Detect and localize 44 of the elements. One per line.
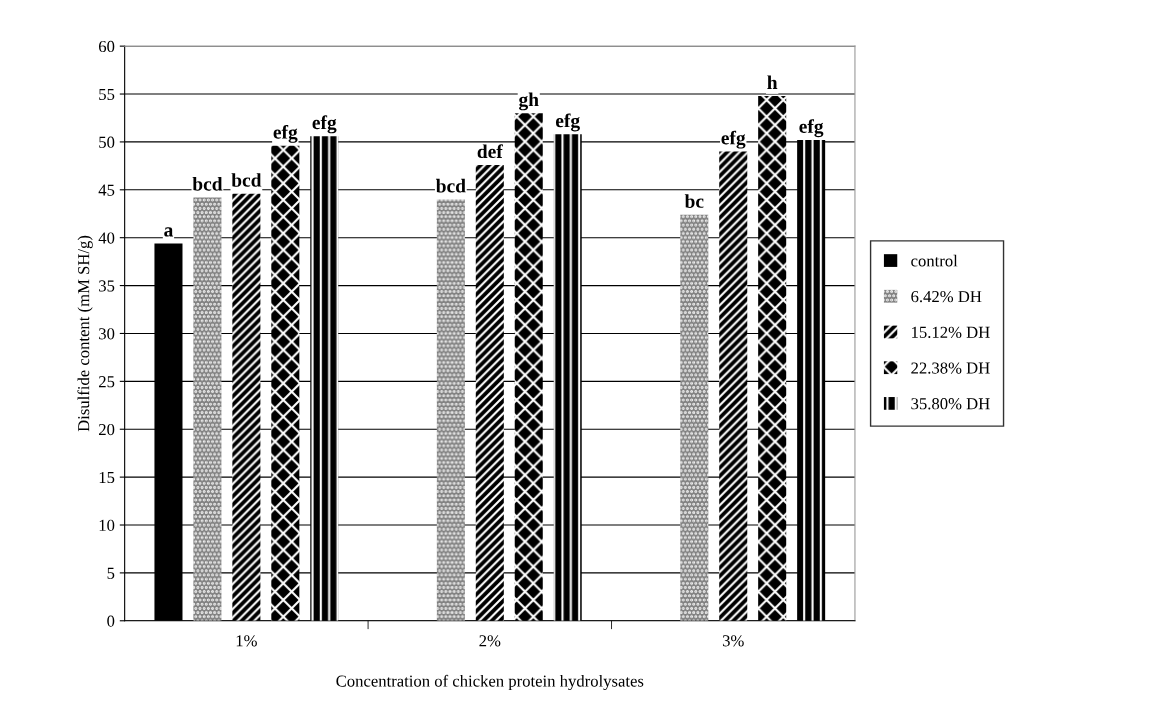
data-label: efg [312, 115, 337, 134]
bar [553, 134, 582, 621]
data-label: bcd [435, 178, 466, 193]
data-label: efg [555, 113, 580, 132]
data-label: efg [721, 130, 746, 149]
x-tick-label: 2% [479, 635, 501, 647]
bar [758, 95, 787, 621]
legend-label: 35.80% DH [911, 398, 990, 410]
x-tick-label: 1% [236, 635, 257, 647]
bar [514, 113, 543, 621]
y-tick-label: 45 [98, 184, 115, 196]
data-label: efg [273, 124, 298, 143]
data-label: h [767, 75, 778, 89]
y-tick-label: 0 [107, 615, 115, 627]
y-tick-label: 25 [99, 376, 115, 388]
data-label: bcd [231, 173, 262, 187]
bar [193, 197, 222, 621]
y-tick-label: 30 [99, 328, 115, 340]
data-label: def [477, 144, 503, 159]
bar [797, 140, 826, 621]
data-label: efg [799, 119, 824, 138]
y-tick-label: 5 [107, 567, 115, 579]
x-tick-label: 3% [722, 635, 744, 647]
y-tick-label: 20 [99, 423, 115, 436]
y-tick-label: 15 [99, 471, 115, 484]
y-tick-label: 60 [98, 40, 115, 53]
bar [719, 151, 748, 621]
x-axis-title: Concentration of chicken protein hydrolysates [336, 674, 644, 691]
y-axis-title: Disulfide content (mM SH/g) [77, 235, 93, 432]
data-label: a [164, 227, 174, 237]
y-tick-label: 50 [99, 136, 115, 148]
bar [310, 136, 339, 621]
legend-label: 22.38% DH [911, 362, 990, 374]
y-tick-label: 10 [99, 519, 115, 531]
data-label: bc [684, 194, 704, 208]
y-tick-label: 55 [99, 88, 115, 100]
data-label: bcd [192, 176, 223, 191]
legend-label: 6.42% DH [911, 290, 982, 303]
y-tick-label: 40 [98, 232, 115, 244]
data-label: gh [519, 92, 539, 111]
legend-label: control [911, 254, 958, 267]
y-tick-label: 35 [99, 280, 115, 292]
bar [436, 199, 465, 621]
legend-label: 15.12% DH [912, 326, 990, 339]
